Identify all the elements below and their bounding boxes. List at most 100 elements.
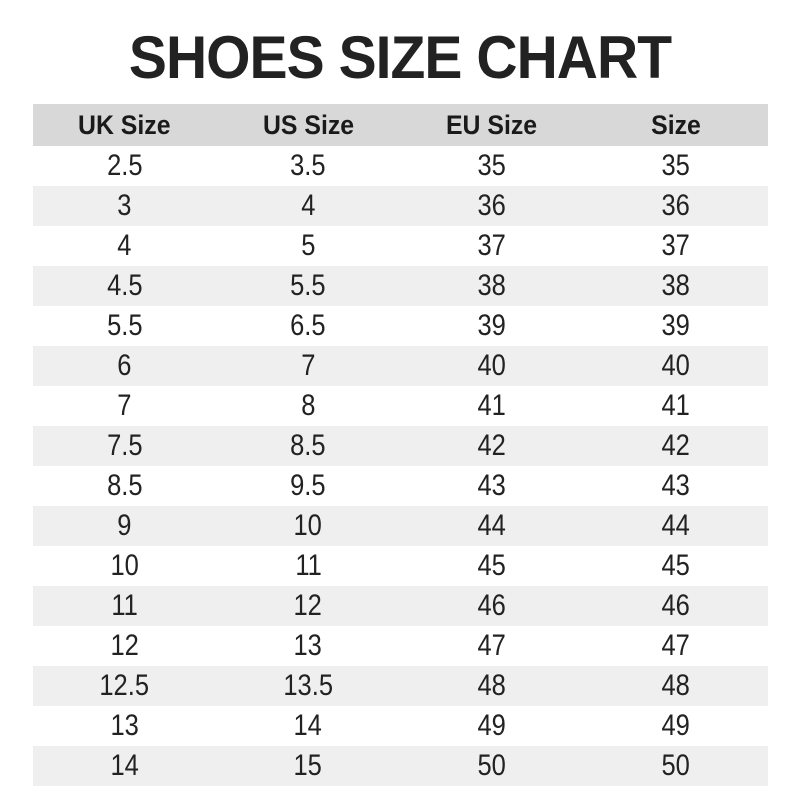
table-cell: 40 xyxy=(583,346,768,386)
table-cell: 46 xyxy=(400,586,584,626)
table-cell-value: 43 xyxy=(477,469,507,502)
table-cell-value: 7 xyxy=(117,389,132,422)
table-cell-value: 4.5 xyxy=(106,269,143,302)
table-cell: 45 xyxy=(583,546,768,586)
table-cell-value: 13 xyxy=(110,709,139,742)
table-cell-value: 40 xyxy=(661,349,690,382)
header-cell-eu-size: EU Size xyxy=(400,104,584,146)
table-cell-value: 7.5 xyxy=(106,429,143,462)
table-cell: 7 xyxy=(216,346,400,386)
table-cell-value: 8.5 xyxy=(106,469,143,502)
table-cell: 40 xyxy=(400,346,584,386)
header-cell-us-size: US Size xyxy=(216,104,400,146)
table-cell-value: 45 xyxy=(477,549,507,582)
table-cell: 50 xyxy=(583,746,768,786)
table-cell: 3 xyxy=(32,186,217,226)
table-cell: 35 xyxy=(583,146,768,186)
table-cell: 43 xyxy=(400,466,584,506)
table-cell-value: 3 xyxy=(117,189,132,222)
table-row: 5.5 6.5 39 39 xyxy=(32,306,768,346)
table-cell-value: 36 xyxy=(477,189,507,222)
table-cell-value: 45 xyxy=(661,549,690,582)
table-cell: 39 xyxy=(583,306,768,346)
table-cell: 8.5 xyxy=(216,426,400,466)
table-cell: 8.5 xyxy=(32,466,217,506)
table-row: 4.5 5.5 38 38 xyxy=(32,266,768,306)
table-cell-value: 35 xyxy=(661,149,690,182)
table-cell: 38 xyxy=(400,266,584,306)
table-cell-value: 40 xyxy=(477,349,507,382)
table-row: 4 5 37 37 xyxy=(32,226,768,266)
table-cell-value: 15 xyxy=(293,749,323,782)
table-cell: 10 xyxy=(32,546,217,586)
table-row: 7 8 41 41 xyxy=(32,386,768,426)
table-row: 3 4 36 36 xyxy=(32,186,768,226)
page-title: SHOES SIZE CHART xyxy=(128,24,672,91)
table-body: 2.5 3.5 35 35 3 4 36 36 4 5 37 37 4.5 5.5 38 38 5.5 6.5 39… xyxy=(32,146,768,786)
table-cell: 35 xyxy=(400,146,584,186)
table-cell-value: 11 xyxy=(111,589,138,622)
table-cell-value: 47 xyxy=(661,629,690,662)
table-cell-value: 12 xyxy=(110,629,139,662)
table-cell-value: 46 xyxy=(477,589,507,622)
table-cell-value: 11 xyxy=(294,549,322,582)
table-cell: 5.5 xyxy=(216,266,400,306)
table-cell-value: 3.5 xyxy=(290,149,326,182)
table-cell-value: 9.5 xyxy=(290,469,326,502)
table-cell: 42 xyxy=(400,426,584,466)
table-cell: 9 xyxy=(32,506,217,546)
table-cell: 39 xyxy=(400,306,584,346)
table-cell-value: 50 xyxy=(477,749,507,782)
table-cell-value: 6 xyxy=(117,349,132,382)
table-cell: 4 xyxy=(32,226,217,266)
table-cell: 37 xyxy=(583,226,768,266)
table-cell: 12 xyxy=(32,626,217,666)
table-cell-value: 35 xyxy=(477,149,507,182)
table-cell: 2.5 xyxy=(32,146,217,186)
table-cell-value: 44 xyxy=(477,509,507,542)
table-cell: 11 xyxy=(32,586,217,626)
table-cell: 8 xyxy=(216,386,400,426)
table-row: 2.5 3.5 35 35 xyxy=(32,146,768,186)
table-row: 6 7 40 40 xyxy=(32,346,768,386)
table-row: 8.5 9.5 43 43 xyxy=(32,466,768,506)
table-cell: 6 xyxy=(32,346,217,386)
table-cell: 44 xyxy=(583,506,768,546)
header-cell-label: Size xyxy=(650,109,701,140)
table-cell-value: 7 xyxy=(301,349,316,382)
table-cell-value: 42 xyxy=(661,429,690,462)
table-cell: 42 xyxy=(583,426,768,466)
table-cell-value: 50 xyxy=(661,749,690,782)
table-row: 14 15 50 50 xyxy=(32,746,768,786)
table-cell: 11 xyxy=(216,546,400,586)
header-cell-uk-size: UK Size xyxy=(32,104,217,146)
table-cell-value: 39 xyxy=(661,309,690,342)
table-row: 11 12 46 46 xyxy=(32,586,768,626)
table-cell: 12.5 xyxy=(32,666,217,706)
table-cell-value: 2.5 xyxy=(106,149,143,182)
table-cell: 7 xyxy=(32,386,217,426)
table-cell: 46 xyxy=(583,586,768,626)
table-cell: 13 xyxy=(32,706,217,746)
table-cell: 7.5 xyxy=(32,426,217,466)
table-row: 7.5 8.5 42 42 xyxy=(32,426,768,466)
table-cell-value: 4 xyxy=(117,229,132,262)
table-cell-value: 46 xyxy=(661,589,690,622)
table-cell-value: 39 xyxy=(477,309,507,342)
table-cell: 4.5 xyxy=(32,266,217,306)
table-row: 9 10 44 44 xyxy=(32,506,768,546)
table-cell-value: 41 xyxy=(477,389,507,422)
table-cell-value: 14 xyxy=(293,709,323,742)
table-cell: 4 xyxy=(216,186,400,226)
table-cell: 48 xyxy=(400,666,584,706)
table-cell: 47 xyxy=(583,626,768,666)
table-cell: 6.5 xyxy=(216,306,400,346)
table-cell-value: 37 xyxy=(477,229,507,262)
table-row: 10 11 45 45 xyxy=(32,546,768,586)
table-cell-value: 10 xyxy=(110,549,139,582)
table-cell: 5 xyxy=(216,226,400,266)
table-cell: 48 xyxy=(583,666,768,706)
table-cell: 44 xyxy=(400,506,584,546)
table-cell-value: 12.5 xyxy=(99,669,150,702)
